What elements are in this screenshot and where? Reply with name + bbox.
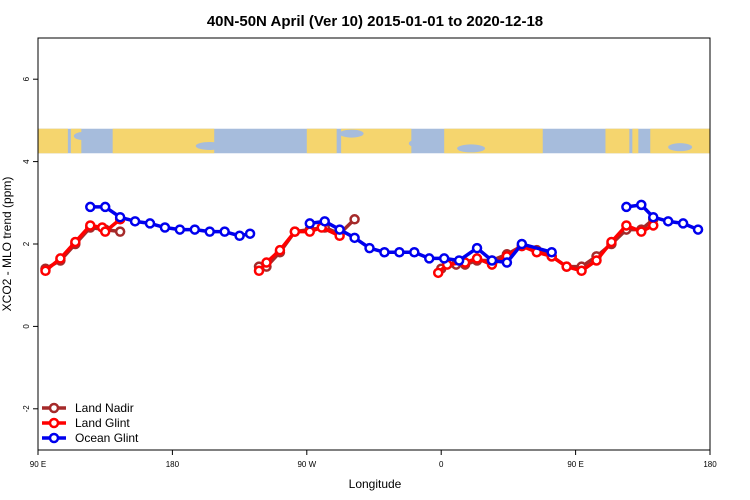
data-point (70, 236, 81, 248)
data-point (453, 255, 465, 266)
data-point (40, 265, 51, 277)
data-point (662, 216, 674, 227)
series-line (44, 217, 122, 273)
map-land (70, 128, 82, 154)
data-point (648, 220, 659, 231)
data-point (261, 257, 272, 268)
legend-label: Ocean Glint (75, 431, 139, 445)
y-axis-label: XCO2 - MLO trend (ppm) (0, 177, 14, 312)
data-point (636, 199, 647, 211)
legend-label: Land Nadir (75, 401, 134, 415)
x-tick-label: 180 (166, 460, 180, 469)
map-water (195, 141, 224, 150)
data-point (516, 238, 528, 250)
y-axis: -2 0 2 4 6 (22, 76, 38, 412)
data-point (621, 201, 632, 213)
y-tick-label: -2 (22, 405, 31, 413)
data-point (234, 230, 245, 242)
y-tick-label: 4 (22, 159, 31, 164)
legend-label: Land Glint (75, 416, 130, 430)
data-point (561, 261, 572, 272)
data-point (319, 216, 330, 227)
data-point (591, 255, 602, 266)
data-point (438, 253, 450, 264)
data-point (129, 216, 141, 227)
data-point (677, 218, 689, 229)
data-point (424, 253, 435, 264)
y-tick-label: 0 (22, 324, 31, 329)
map-land (605, 128, 630, 154)
data-point (304, 218, 316, 229)
data-point (349, 214, 360, 225)
y-tick-label: 2 (22, 241, 31, 246)
data-point (379, 246, 390, 258)
map-water (457, 144, 486, 153)
series-line (437, 223, 655, 275)
data-point (394, 246, 405, 258)
data-point (409, 246, 420, 258)
data-point (621, 220, 632, 231)
map-land (306, 128, 337, 154)
x-axis-label: Longitude (349, 477, 402, 491)
data-point (636, 226, 647, 237)
data-point (471, 253, 483, 264)
data-point (486, 255, 498, 266)
map-water (256, 137, 297, 145)
data-point (289, 226, 301, 237)
data-point (204, 226, 215, 237)
x-tick-label: 90 E (567, 460, 583, 469)
map-strip (38, 128, 710, 154)
data-point (304, 226, 316, 237)
data-point (274, 244, 286, 256)
data-point (501, 257, 513, 268)
data-point (648, 211, 659, 223)
data-point (244, 228, 256, 239)
data-point (189, 224, 201, 235)
series-ocean-glint (85, 199, 704, 268)
data-point (99, 201, 111, 213)
x-tick-label: 90 W (297, 460, 316, 469)
chart-title: 40N-50N April (Ver 10) 2015-01-01 to 202… (207, 13, 543, 30)
legend-marker (48, 432, 60, 444)
y-tick-label: 6 (22, 76, 31, 81)
data-point (253, 265, 265, 277)
map-water (668, 143, 693, 152)
data-point (114, 226, 126, 237)
data-point (432, 267, 444, 279)
data-point (99, 226, 111, 237)
map-water (73, 132, 92, 141)
data-point (174, 224, 186, 235)
series-layer (40, 199, 704, 279)
data-point (349, 232, 360, 244)
data-point (144, 218, 156, 229)
data-point (219, 226, 230, 237)
x-tick-label: 180 (703, 460, 717, 469)
legend-marker (48, 402, 60, 414)
data-point (576, 265, 587, 277)
map-water (339, 129, 364, 138)
data-point (692, 224, 704, 235)
x-axis: 90 E 180 90 W 0 90 E 180 (30, 450, 717, 469)
map-land (38, 128, 68, 154)
data-point (471, 242, 483, 254)
data-point (159, 222, 171, 233)
series-line (309, 219, 553, 265)
map-water (542, 133, 579, 142)
data-point (114, 211, 126, 223)
data-point (55, 253, 66, 264)
x-tick-label: 90 E (30, 460, 46, 469)
map-land (632, 128, 639, 154)
map-land (112, 128, 215, 154)
map-water (408, 139, 429, 148)
data-point (85, 201, 96, 213)
data-point (606, 236, 617, 248)
data-point (334, 224, 345, 235)
data-point (364, 242, 375, 254)
data-point (546, 246, 557, 258)
x-tick-label: 0 (439, 460, 444, 469)
legend-marker (48, 417, 60, 429)
data-point (85, 220, 96, 231)
